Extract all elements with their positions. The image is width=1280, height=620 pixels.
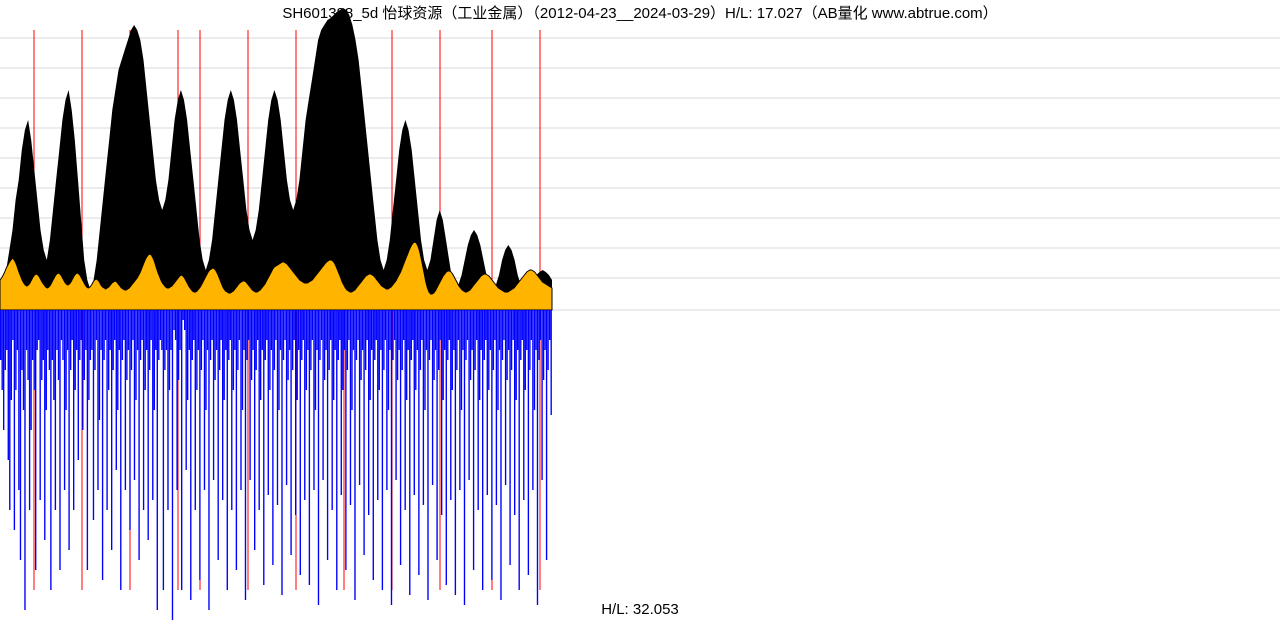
- chart-footer: H/L: 32.053: [0, 601, 1280, 618]
- chart-canvas: [0, 0, 1280, 620]
- chart-title: SH601388_5d 怡球资源（工业金属）（2012-04-23__2024-…: [0, 2, 1280, 23]
- stock-chart: SH601388_5d 怡球资源（工业金属）（2012-04-23__2024-…: [0, 0, 1280, 620]
